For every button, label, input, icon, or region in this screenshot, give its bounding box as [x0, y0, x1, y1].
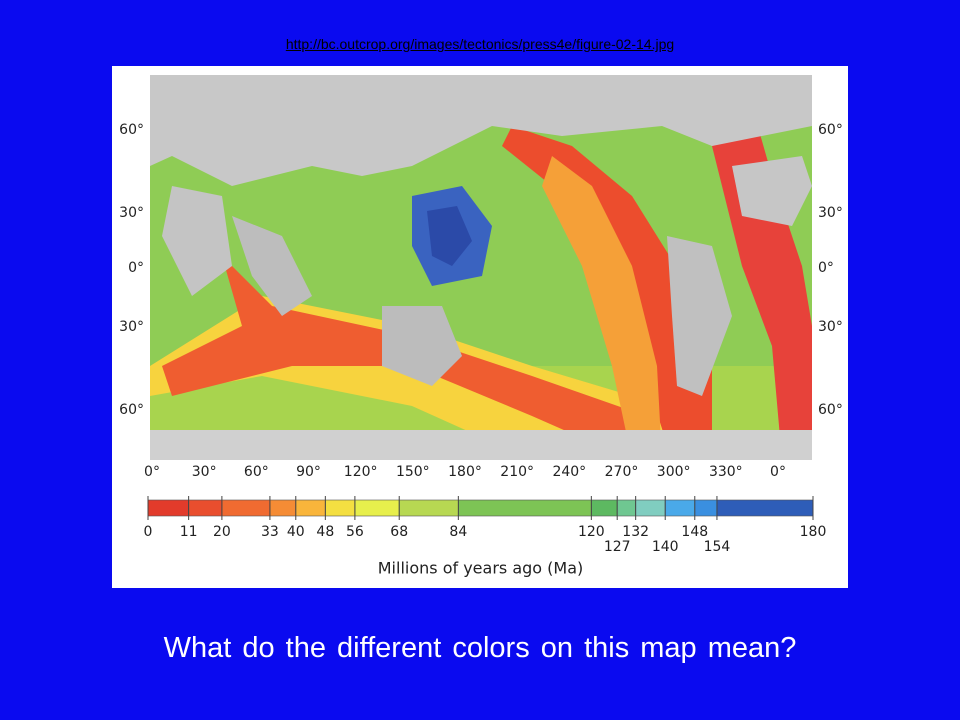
scale-segment: [694, 499, 718, 517]
scale-tick-label: 33: [261, 524, 279, 540]
latitude-label: 60°: [119, 402, 144, 418]
latitude-label: 30°: [119, 319, 144, 335]
scale-tick-label: 132: [622, 524, 649, 540]
scale-tick-label: 20: [213, 524, 231, 540]
longitude-label: 270°: [605, 464, 639, 480]
scale-segment: [591, 499, 618, 517]
source-link[interactable]: http://bc.outcrop.org/images/tectonics/p…: [285, 36, 675, 52]
scale-tick-label: 84: [449, 524, 467, 540]
scale-tick-label: 0: [144, 524, 153, 540]
scale-segment: [398, 499, 459, 517]
longitude-label: 30°: [192, 464, 217, 480]
scale-tick-label: 120: [578, 524, 605, 540]
scale-segment: [458, 499, 592, 517]
scale-segment: [295, 499, 326, 517]
longitude-label: 0°: [144, 464, 160, 480]
longitude-label: 180°: [448, 464, 482, 480]
longitude-label: 330°: [709, 464, 743, 480]
latitude-label: 60°: [818, 122, 843, 138]
longitude-label: 240°: [552, 464, 586, 480]
latitude-label: 60°: [119, 122, 144, 138]
latitude-label: 30°: [818, 319, 843, 335]
question: What do the different colors on this map…: [163, 632, 797, 664]
longitude-label: 60°: [244, 464, 269, 480]
latitude-label: 30°: [119, 205, 144, 221]
longitude-label: 120°: [344, 464, 378, 480]
scale-label: Millions of years ago (Ma): [378, 559, 584, 578]
longitude-label: 210°: [500, 464, 534, 480]
longitude-label: 300°: [657, 464, 691, 480]
scale-segment: [716, 499, 814, 517]
scale-segment: [354, 499, 400, 517]
scale-segment: [616, 499, 636, 517]
scale-tick-label: 40: [287, 524, 305, 540]
longitude-label: 150°: [396, 464, 430, 480]
scale-tick-label: 56: [346, 524, 364, 540]
longitude-label: 0°: [770, 464, 786, 480]
scale-segment: [635, 499, 666, 517]
scale-tick-label: 127: [604, 539, 631, 555]
scale-tick-label: 68: [390, 524, 408, 540]
scale-segment: [269, 499, 297, 517]
latitude-label: 30°: [818, 205, 843, 221]
scale-segment: [147, 499, 189, 517]
latitude-label: 0°: [818, 260, 834, 276]
longitude-label: 90°: [296, 464, 321, 480]
scale-segment: [325, 499, 356, 517]
latitude-label: 0°: [128, 260, 144, 276]
map: [150, 75, 812, 460]
scale-tick-label: 154: [704, 539, 731, 555]
scale-segment: [188, 499, 223, 517]
scale-segment: [221, 499, 271, 517]
scale-segment: [664, 499, 696, 517]
scale-tick-label: 180: [800, 524, 827, 540]
latitude-label: 60°: [818, 402, 843, 418]
scale-tick-label: 148: [681, 524, 708, 540]
scale-tick-label: 11: [180, 524, 198, 540]
scale-tick-label: 48: [316, 524, 334, 540]
scale-tick-label: 140: [652, 539, 679, 555]
figure: 60° 30° 0° 30° 60° 60° 30° 0° 30° 60° 0° 30° 60° 90° 1…: [112, 66, 848, 588]
